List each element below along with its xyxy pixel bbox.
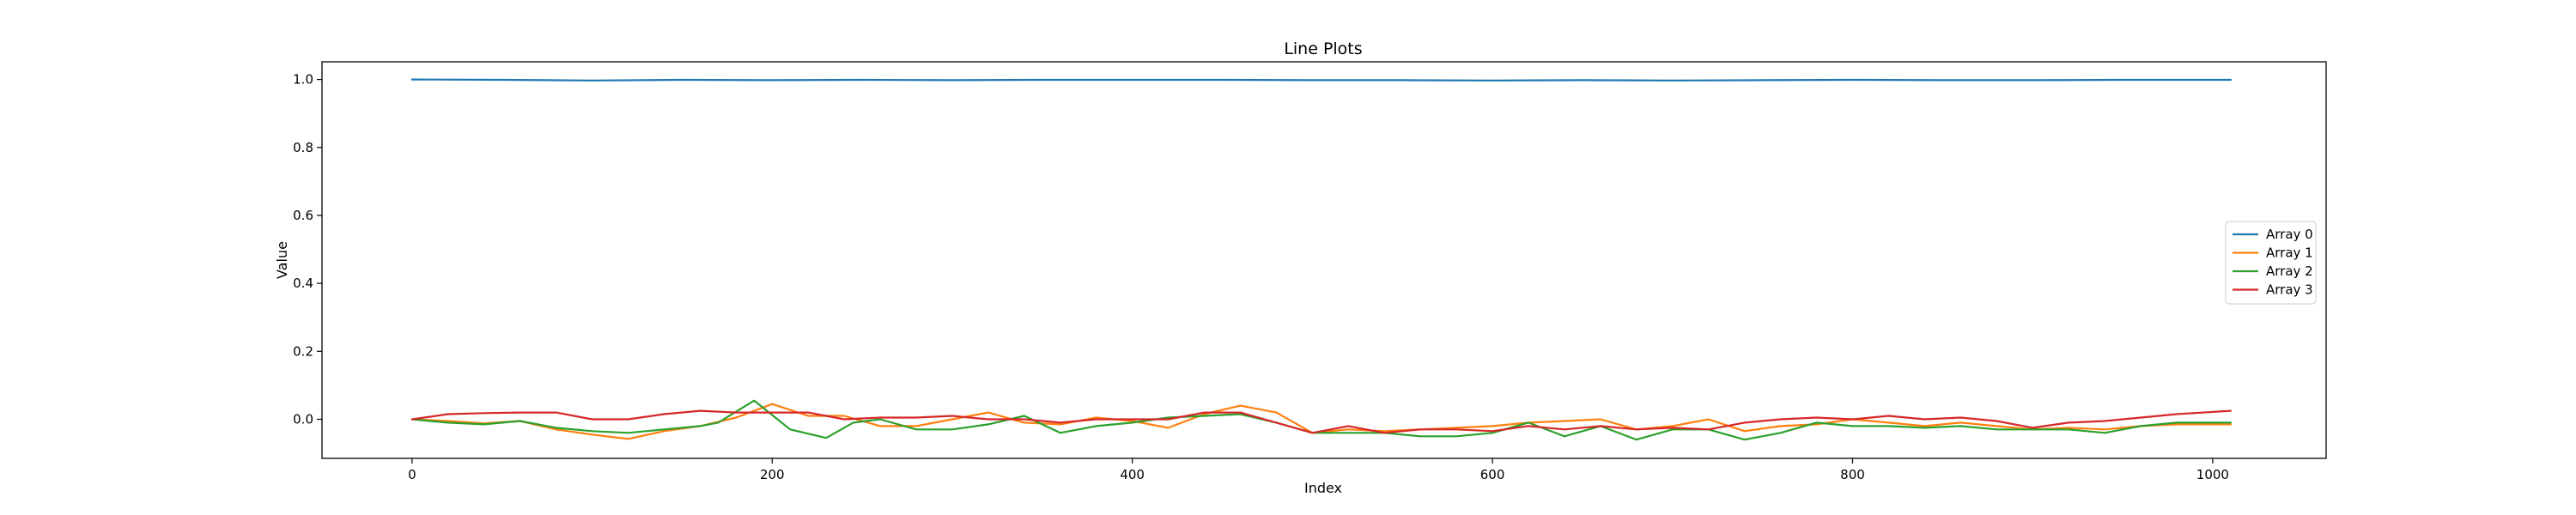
y-axis: 0.0 0.2 0.4 0.6 0.8 1.0 xyxy=(293,72,322,427)
series-line-array-3 xyxy=(410,409,2232,434)
x-tick-label: 400 xyxy=(1120,467,1145,482)
x-axis: 0 200 400 600 800 1000 xyxy=(408,458,2229,482)
x-tick-label: 200 xyxy=(760,467,785,482)
y-tick-label: 0.4 xyxy=(293,276,313,291)
series-line-array-2 xyxy=(410,399,2232,441)
legend-label-array-3: Array 3 xyxy=(2266,282,2313,298)
legend: Array 0 Array 1 Array 2 Array 3 xyxy=(2225,221,2317,305)
y-tick-label: 0.8 xyxy=(293,140,313,155)
x-tick-label: 600 xyxy=(1480,467,1505,482)
plot-area xyxy=(321,61,2327,459)
x-tick-label: 1000 xyxy=(2196,467,2229,482)
plot-frame xyxy=(321,61,2327,459)
x-tick-label: 0 xyxy=(408,467,416,482)
y-axis-label: Value xyxy=(274,241,290,279)
series-line-array-0 xyxy=(410,78,2232,82)
y-tick-label: 0.2 xyxy=(293,343,313,359)
x-tick-label: 800 xyxy=(1840,467,1865,482)
y-tick-label: 0.0 xyxy=(293,411,313,427)
series-lines xyxy=(410,78,2232,441)
legend-label-array-1: Array 1 xyxy=(2266,245,2313,261)
y-tick-label: 1.0 xyxy=(293,72,313,88)
legend-box xyxy=(2225,221,2317,305)
chart-title: Line Plots xyxy=(1284,39,1362,58)
legend-label-array-2: Array 2 xyxy=(2266,264,2313,279)
legend-label-array-0: Array 0 xyxy=(2266,227,2313,242)
x-axis-label: Index xyxy=(1304,480,1342,496)
y-tick-label: 0.6 xyxy=(293,208,313,223)
